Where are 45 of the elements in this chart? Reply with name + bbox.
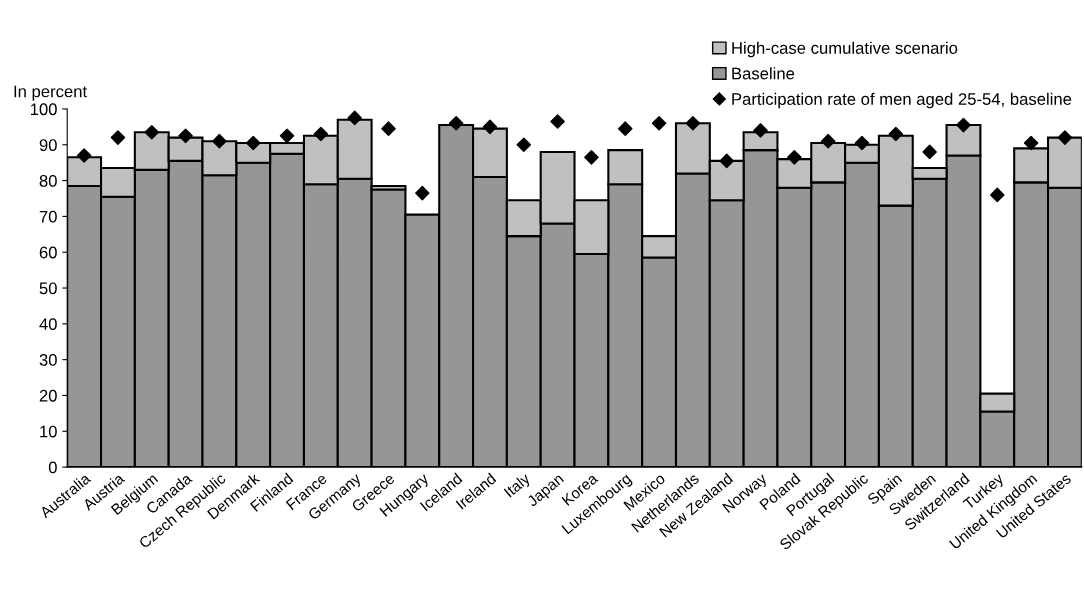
point — [448, 116, 464, 131]
point — [550, 114, 565, 129]
point — [178, 128, 193, 144]
point — [685, 116, 701, 131]
point — [888, 126, 904, 142]
point — [1023, 135, 1039, 151]
point — [956, 117, 971, 133]
y-axis-title: In percent — [14, 85, 88, 101]
point — [584, 150, 599, 165]
y-tick-label: 100 — [30, 103, 57, 116]
y-tick-label: 20 — [39, 389, 57, 402]
point — [1057, 130, 1073, 145]
point — [820, 133, 836, 149]
legend-label: High-case cumulative scenario — [732, 41, 958, 58]
point — [617, 121, 633, 136]
y-tick-label: 60 — [39, 246, 57, 259]
point — [753, 123, 768, 138]
point — [76, 148, 92, 163]
point — [719, 153, 734, 169]
point — [381, 121, 396, 136]
point — [313, 126, 329, 142]
point — [279, 128, 295, 144]
point — [989, 187, 1005, 203]
legend-label: Baseline — [732, 67, 795, 80]
y-tick-label: 10 — [40, 425, 57, 438]
point — [482, 119, 498, 135]
point — [922, 144, 937, 160]
point — [144, 124, 160, 140]
point — [245, 135, 261, 151]
point — [110, 130, 126, 145]
point — [787, 150, 802, 165]
point — [212, 133, 227, 149]
point — [516, 137, 532, 153]
y-tick-label: 80 — [39, 174, 57, 187]
y-tick-label: 30 — [39, 354, 57, 366]
point — [651, 116, 667, 131]
y-tick-label: 50 — [39, 282, 57, 295]
point — [854, 135, 870, 151]
y-tick-label: 70 — [39, 210, 57, 223]
y-tick-label: 90 — [39, 139, 57, 151]
point — [415, 185, 430, 201]
y-tick-label: 40 — [39, 318, 57, 331]
point — [347, 110, 362, 126]
y-tick-label: 0 — [48, 461, 57, 474]
legend-label: Participation rate of men aged 25-54, baseline — [732, 92, 1072, 109]
